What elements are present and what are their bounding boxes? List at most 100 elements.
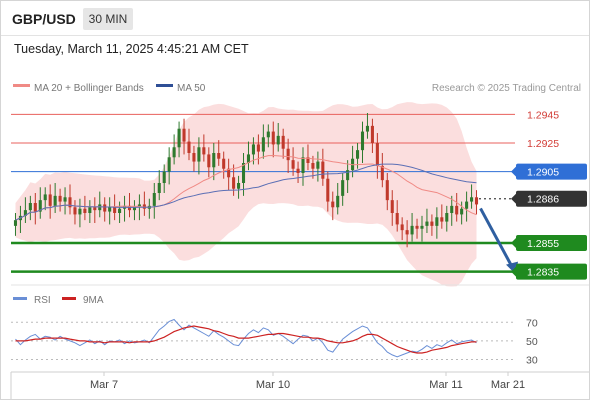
candle-body bbox=[78, 208, 82, 215]
rsi-legend-label: RSI bbox=[34, 295, 51, 306]
candle-body bbox=[202, 147, 206, 155]
candle-body bbox=[73, 207, 77, 215]
rsi-tick-label: 70 bbox=[526, 317, 538, 329]
candle-body bbox=[152, 193, 156, 206]
candle-body bbox=[28, 203, 32, 211]
candle-body bbox=[445, 213, 449, 222]
price-tag-pivot bbox=[516, 163, 587, 180]
time-axis-label: Mar 21 bbox=[491, 379, 525, 391]
candle-body bbox=[470, 197, 474, 202]
candle-body bbox=[241, 163, 246, 183]
candle-body bbox=[336, 195, 340, 208]
candle-body bbox=[341, 180, 345, 196]
candle-body bbox=[192, 153, 196, 162]
candle-body bbox=[301, 157, 305, 173]
candle-body bbox=[390, 200, 394, 213]
price-tag-current bbox=[516, 190, 587, 207]
candle-body bbox=[306, 157, 310, 163]
candle-body bbox=[132, 207, 136, 211]
candle-body bbox=[266, 131, 270, 138]
candle-body bbox=[410, 225, 414, 235]
bollinger-bands bbox=[15, 102, 477, 287]
candle-body bbox=[68, 197, 72, 208]
timestamp: Tuesday, March 11, 2025 4:45:21 AM CET bbox=[14, 42, 249, 56]
candle-body bbox=[435, 217, 439, 226]
candle-body bbox=[251, 144, 255, 155]
ma20-legend-swatch bbox=[13, 84, 30, 87]
candle-body bbox=[38, 200, 42, 212]
candle-body bbox=[385, 180, 389, 201]
candle-body bbox=[88, 207, 92, 213]
candle-body bbox=[232, 177, 236, 189]
candle-body bbox=[331, 201, 335, 208]
candle-body bbox=[222, 158, 226, 169]
bollinger-band-area bbox=[15, 102, 477, 287]
candle-body bbox=[167, 157, 171, 172]
candle-body bbox=[400, 224, 404, 231]
candle-body bbox=[261, 137, 265, 152]
time-axis-label: Mar 7 bbox=[90, 379, 118, 391]
price-level-label: 1.2925 bbox=[527, 138, 559, 150]
candle-body bbox=[450, 205, 454, 213]
candle-body bbox=[370, 125, 374, 143]
candle-body bbox=[276, 135, 280, 145]
candle-body bbox=[311, 163, 315, 169]
price-tag-pointer bbox=[511, 166, 516, 177]
candle-body bbox=[415, 225, 419, 229]
rsi-tick-label: 30 bbox=[526, 355, 538, 367]
candle-body bbox=[23, 210, 27, 216]
candle-body bbox=[177, 128, 181, 148]
price-tag-support bbox=[516, 263, 587, 280]
candle-body bbox=[98, 204, 102, 211]
candle-body bbox=[53, 195, 57, 206]
candle-body bbox=[256, 144, 260, 152]
symbol-label: GBP/USD bbox=[12, 11, 76, 27]
candle-body bbox=[440, 217, 444, 222]
timeframe-button[interactable]: 30 MIN bbox=[83, 8, 133, 30]
candle-body bbox=[430, 221, 434, 226]
candle-body bbox=[365, 125, 369, 132]
ma50-line bbox=[15, 163, 477, 221]
rsi-tick-label: 50 bbox=[526, 336, 538, 348]
price-tags: 1.2945 1.2925 1.2905 1.2886 1.2855 1.2835 bbox=[511, 109, 587, 280]
candle-body bbox=[63, 197, 67, 202]
candle-body bbox=[326, 178, 330, 202]
price-tag-support bbox=[516, 235, 587, 251]
candle-body bbox=[162, 171, 166, 183]
candle-body bbox=[43, 194, 47, 201]
candle-body bbox=[455, 205, 459, 215]
candle-body bbox=[197, 147, 201, 162]
candle-body bbox=[420, 225, 424, 229]
forecast-arrow-line bbox=[479, 207, 515, 270]
candle-body bbox=[281, 135, 285, 149]
rsi-legend-swatch bbox=[13, 297, 27, 300]
candle-body bbox=[58, 195, 62, 202]
price-level-label: 1.2835 bbox=[527, 267, 559, 279]
candle-body bbox=[460, 208, 464, 215]
candle-body bbox=[48, 194, 52, 206]
time-axis-label: Mar 10 bbox=[256, 379, 290, 391]
time-axis-labels: Mar 7 Mar 10 Mar 11 Mar 21 bbox=[90, 372, 525, 391]
candle-body bbox=[137, 204, 141, 208]
ma20-legend-label: MA 20 + Bollinger Bands bbox=[34, 83, 144, 94]
rsi-ma-legend-swatch bbox=[62, 297, 76, 300]
candle-body bbox=[286, 148, 290, 161]
candle-body bbox=[93, 207, 97, 211]
candle-body bbox=[227, 168, 231, 178]
candle-body bbox=[296, 168, 300, 173]
candle-body bbox=[375, 143, 379, 166]
chart-header: GBP/USD 30 MIN bbox=[1, 1, 589, 36]
price-tag-pointer bbox=[511, 193, 516, 204]
time-axis-label: Mar 11 bbox=[429, 379, 462, 391]
candle-body bbox=[246, 154, 251, 163]
candle-body bbox=[291, 160, 295, 169]
candle-body bbox=[172, 147, 176, 158]
candle-body bbox=[316, 161, 320, 169]
candle-body bbox=[103, 204, 107, 212]
candle-body bbox=[360, 131, 365, 151]
rsi-ma-line bbox=[15, 325, 477, 354]
candle-body bbox=[142, 204, 146, 209]
candle-body bbox=[83, 208, 87, 213]
